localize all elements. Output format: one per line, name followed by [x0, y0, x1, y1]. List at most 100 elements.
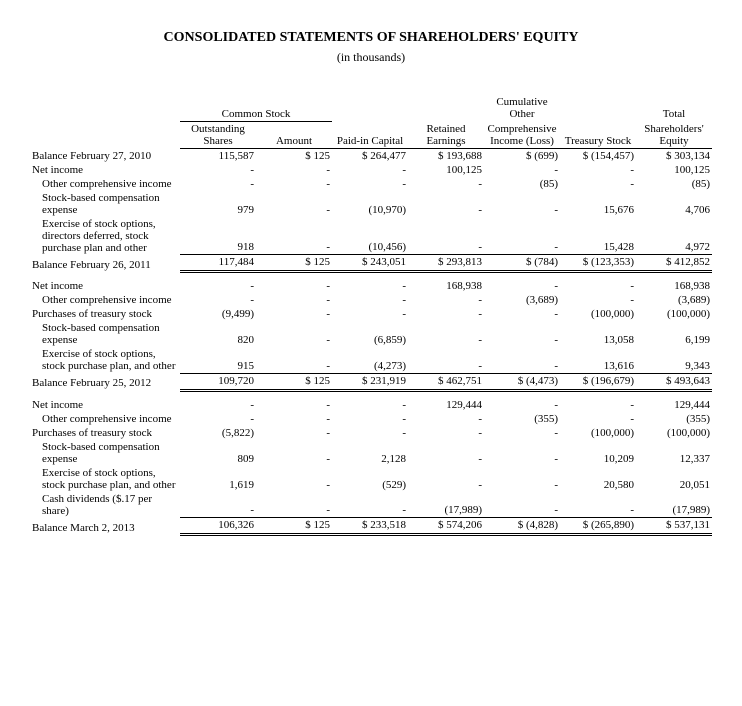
- cell-value: -: [484, 440, 560, 466]
- cell-value: -: [484, 307, 560, 321]
- cell-value: -: [332, 307, 408, 321]
- cell-value: 109,720: [180, 373, 256, 390]
- cell-value: (100,000): [636, 426, 712, 440]
- cell-value: (3,689): [636, 293, 712, 307]
- equity-tbody: Balance February 27, 2010115,587 $ 125 $ 2…: [30, 148, 712, 535]
- cell-value: -: [256, 217, 332, 255]
- cell-value: -: [408, 426, 484, 440]
- table-row: Net income---129,444--129,444: [30, 398, 712, 412]
- table-row: [30, 390, 712, 398]
- header-sub-row: Outstanding Shares Amount Paid-in Capita…: [30, 121, 712, 148]
- cell-value: (3,689): [484, 293, 560, 307]
- cell-value: -: [256, 307, 332, 321]
- cell-value: -: [484, 321, 560, 347]
- cell-value: -: [256, 177, 332, 191]
- cell-value: 4,706: [636, 191, 712, 217]
- cell-value: (100,000): [636, 307, 712, 321]
- cell-value: -: [484, 163, 560, 177]
- equity-table: Common Stock Cumulative Other Total Outs…: [30, 95, 712, 536]
- cell-value: 9,343: [636, 347, 712, 373]
- cell-value: 820: [180, 321, 256, 347]
- cell-value: (17,989): [408, 492, 484, 518]
- table-row: Net income---100,125--100,125: [30, 163, 712, 177]
- cell-value: 20,051: [636, 466, 712, 492]
- cell-value: -: [484, 398, 560, 412]
- cell-value: $ 125: [256, 255, 332, 272]
- cell-value: -: [560, 163, 636, 177]
- cell-value: -: [408, 347, 484, 373]
- cell-value: 15,676: [560, 191, 636, 217]
- cell-value: 15,428: [560, 217, 636, 255]
- cell-value: (529): [332, 466, 408, 492]
- cell-value: (355): [484, 412, 560, 426]
- cell-value: -: [560, 293, 636, 307]
- cell-value: (5,822): [180, 426, 256, 440]
- cell-value: -: [408, 191, 484, 217]
- table-row: Exercise of stock options, stock purchas…: [30, 347, 712, 373]
- cell-value: 100,125: [636, 163, 712, 177]
- cell-value: -: [484, 217, 560, 255]
- cell-value: -: [408, 440, 484, 466]
- cell-value: -: [408, 293, 484, 307]
- cell-value: $ 125: [256, 373, 332, 390]
- row-label: Purchases of treasury stock: [30, 426, 180, 440]
- cell-value: (85): [636, 177, 712, 191]
- cell-value: 115,587: [180, 148, 256, 163]
- cell-value: -: [408, 412, 484, 426]
- hdr-total: Total: [636, 95, 712, 121]
- cell-value: -: [408, 307, 484, 321]
- cell-value: -: [180, 412, 256, 426]
- cell-value: $ (4,828): [484, 518, 560, 535]
- cell-value: -: [484, 279, 560, 293]
- table-row: Stock-based compensation expense979-(10,…: [30, 191, 712, 217]
- cell-value: $ 264,477: [332, 148, 408, 163]
- cell-value: -: [408, 321, 484, 347]
- cell-value: -: [180, 279, 256, 293]
- cell-value: -: [180, 293, 256, 307]
- table-row: Balance February 26, 2011117,484$ 125$ 2…: [30, 255, 712, 272]
- row-label: Exercise of stock options, directors def…: [30, 217, 180, 255]
- cell-value: -: [560, 398, 636, 412]
- cell-value: -: [256, 492, 332, 518]
- row-label: Exercise of stock options, stock purchas…: [30, 347, 180, 373]
- hdr-retained: Retained Earnings: [408, 121, 484, 148]
- cell-value: -: [560, 492, 636, 518]
- cell-value: -: [484, 426, 560, 440]
- row-label: Purchases of treasury stock: [30, 307, 180, 321]
- cell-value: $ 462,751: [408, 373, 484, 390]
- cell-value: $ (154,457): [560, 148, 636, 163]
- cell-value: 129,444: [408, 398, 484, 412]
- row-label: Exercise of stock options, stock purchas…: [30, 466, 180, 492]
- row-label: Stock-based compensation expense: [30, 321, 180, 347]
- cell-value: 100,125: [408, 163, 484, 177]
- cell-value: $ (265,890): [560, 518, 636, 535]
- row-label: Net income: [30, 279, 180, 293]
- cell-value: -: [332, 279, 408, 293]
- row-label: Other comprehensive income: [30, 293, 180, 307]
- hdr-outstanding: Outstanding Shares: [180, 121, 256, 148]
- cell-value: -: [484, 347, 560, 373]
- cell-value: $ 574,206: [408, 518, 484, 535]
- cell-value: -: [256, 293, 332, 307]
- table-row: Other comprehensive income----(85)-(85): [30, 177, 712, 191]
- cell-value: (6,859): [332, 321, 408, 347]
- cell-value: 1,619: [180, 466, 256, 492]
- table-row: Stock-based compensation expense809-2,12…: [30, 440, 712, 466]
- table-row: Net income---168,938--168,938: [30, 279, 712, 293]
- table-row: Exercise of stock options, stock purchas…: [30, 466, 712, 492]
- cell-value: -: [484, 466, 560, 492]
- cell-value: $ (699): [484, 148, 560, 163]
- cell-value: -: [256, 279, 332, 293]
- cell-value: $ 125: [256, 518, 332, 535]
- cell-value: $ 293,813: [408, 255, 484, 272]
- table-row: [30, 272, 712, 280]
- cell-value: (10,456): [332, 217, 408, 255]
- row-label: Balance February 27, 2010: [30, 148, 180, 163]
- cell-value: -: [560, 177, 636, 191]
- cell-value: -: [332, 293, 408, 307]
- cell-value: 13,616: [560, 347, 636, 373]
- cell-value: (4,273): [332, 347, 408, 373]
- cell-value: -: [332, 426, 408, 440]
- cell-value: 809: [180, 440, 256, 466]
- cell-value: 6,199: [636, 321, 712, 347]
